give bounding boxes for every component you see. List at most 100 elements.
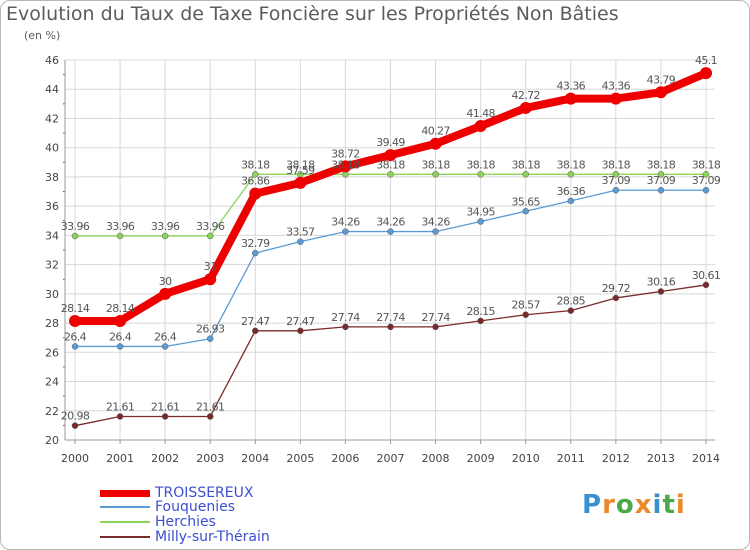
y-tick-label: 30 <box>45 288 59 301</box>
data-label: 43.36 <box>557 80 586 93</box>
data-label: 38.18 <box>692 158 721 171</box>
data-point <box>71 422 79 429</box>
axes: 20 22 24 26 28 30 32 34 36 38 40 42 44 46 2000 2001 2002… <box>45 54 720 465</box>
x-tick-label: 2001 <box>106 452 134 465</box>
series-3 <box>71 281 710 429</box>
data-point <box>71 343 79 350</box>
data-point <box>522 311 529 318</box>
logo-letter: r <box>602 490 616 520</box>
data-label: 21.61 <box>151 400 180 413</box>
data-label: 31 <box>204 260 217 273</box>
data-label: 33.96 <box>151 220 180 233</box>
data-point <box>342 228 349 235</box>
data-point <box>702 186 710 194</box>
data-label: 38.18 <box>376 158 405 171</box>
data-label: 27.74 <box>421 311 450 324</box>
x-tick-label: 2009 <box>467 452 495 465</box>
data-labels: 28.14 28.14 30 31 36.86 37.59 38.72 39.49 40.27 4… <box>61 54 722 423</box>
data-label: 36.86 <box>241 175 270 188</box>
data-label: 26.4 <box>154 330 177 343</box>
data-label: 27.74 <box>331 311 360 324</box>
data-label: 38.72 <box>331 147 360 160</box>
data-label: 34.26 <box>331 216 360 229</box>
x-tick-label: 2004 <box>241 452 269 465</box>
x-tick-label: 2000 <box>61 452 89 465</box>
data-label: 20.98 <box>61 410 90 423</box>
y-tick-label: 34 <box>45 229 59 242</box>
data-point <box>477 171 484 178</box>
data-label: 27.47 <box>286 315 315 328</box>
data-point <box>69 315 81 328</box>
data-label: 34.26 <box>376 216 405 229</box>
y-tick-label: 38 <box>45 171 59 184</box>
data-label: 42.72 <box>511 89 540 102</box>
x-tick-label: 2012 <box>602 452 630 465</box>
y-tick-label: 26 <box>45 346 59 359</box>
data-label: 30 <box>159 275 172 288</box>
data-point <box>252 171 259 178</box>
data-label: 38.18 <box>331 158 360 171</box>
data-label: 26.4 <box>109 330 132 343</box>
logo-letter: i <box>675 490 686 520</box>
data-point <box>384 149 397 162</box>
data-label: 34.95 <box>466 206 495 219</box>
x-tick-label: 2002 <box>151 452 179 465</box>
x-tick-label: 2006 <box>331 452 359 465</box>
data-point <box>297 327 304 335</box>
data-point <box>612 186 620 194</box>
data-label: 30.16 <box>647 276 676 289</box>
data-label: 37.09 <box>647 174 676 187</box>
y-tick-label: 46 <box>45 54 59 67</box>
logo-letter: t <box>662 490 676 520</box>
data-label: 35.65 <box>511 195 540 208</box>
data-label: 37.09 <box>602 174 631 187</box>
data-point <box>609 92 622 105</box>
chart-title: Evolution du Taux de Taxe Foncière sur l… <box>6 3 619 25</box>
logo-letter: P <box>582 490 603 520</box>
data-point <box>567 307 575 314</box>
data-point <box>567 171 575 178</box>
data-label: 21.61 <box>196 400 225 413</box>
data-point <box>432 171 439 178</box>
data-label: 38.18 <box>421 158 450 171</box>
legend-swatch <box>100 536 150 538</box>
data-label: 39.49 <box>376 136 405 149</box>
data-point <box>206 413 214 420</box>
data-label: 38.18 <box>557 158 586 171</box>
data-point <box>657 186 665 194</box>
data-point <box>342 323 349 331</box>
data-point <box>519 101 532 114</box>
data-point <box>71 232 79 240</box>
data-point <box>474 120 487 133</box>
data-point <box>114 315 127 328</box>
data-point <box>252 249 259 257</box>
data-point <box>339 160 352 173</box>
y-tick-label: 32 <box>45 259 59 272</box>
data-point <box>477 218 484 225</box>
data-point <box>116 232 124 240</box>
data-label: 32.79 <box>241 237 270 250</box>
series-0 <box>69 67 712 328</box>
data-point <box>522 171 529 178</box>
data-point <box>294 176 307 189</box>
data-point <box>657 171 665 178</box>
data-label: 33.96 <box>106 220 135 233</box>
data-point <box>252 327 259 335</box>
data-point <box>387 228 394 235</box>
data-point <box>387 171 394 178</box>
data-label: 27.47 <box>241 315 270 328</box>
y-tick-label: 20 <box>45 434 59 447</box>
data-label: 38.18 <box>466 158 495 171</box>
data-point <box>161 413 169 420</box>
legend-label: Fouquenies <box>155 499 236 515</box>
data-label: 41.48 <box>466 107 495 120</box>
legend-swatch <box>100 506 150 508</box>
data-label: 28.57 <box>511 299 540 312</box>
data-label: 28.85 <box>557 295 586 308</box>
y-tick-label: 22 <box>45 405 59 418</box>
data-label: 40.27 <box>421 125 450 138</box>
data-point <box>567 197 575 205</box>
series-layer <box>69 67 712 429</box>
x-tick-label: 2007 <box>377 452 405 465</box>
